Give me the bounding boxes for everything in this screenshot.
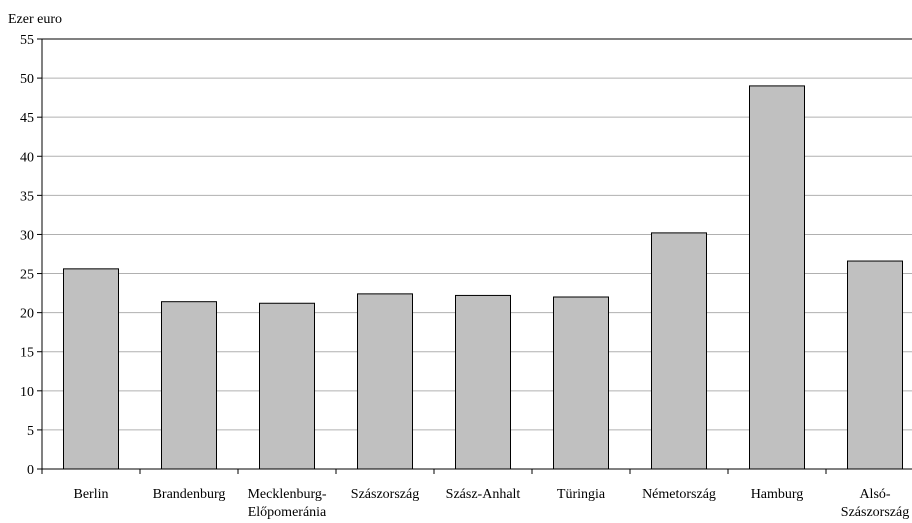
category-label: Németország bbox=[642, 487, 716, 502]
y-tick-label: 5 bbox=[27, 424, 34, 439]
bar bbox=[455, 294, 511, 470]
y-tick-label: 20 bbox=[20, 307, 34, 322]
category-label: Alsó- Szászország bbox=[841, 487, 909, 520]
bar bbox=[749, 85, 805, 470]
bar bbox=[357, 293, 413, 470]
y-tick-label: 15 bbox=[20, 346, 34, 361]
category-label: Berlin bbox=[74, 487, 109, 502]
category-label-line: Szászország bbox=[841, 505, 909, 520]
category-label-line: Hamburg bbox=[751, 487, 804, 502]
labels: 0 5 10 15 20 25 30 35 40 45 50 55 Berlin Brandenburg M… bbox=[20, 33, 909, 520]
category-label-line: Mecklenburg- bbox=[247, 487, 326, 502]
axes bbox=[37, 38, 912, 474]
y-axis-unit-label: Ezer euro bbox=[8, 12, 62, 27]
y-tick-label: 30 bbox=[20, 228, 34, 243]
category-label: Mecklenburg- Előpomeránia bbox=[247, 487, 327, 520]
bar bbox=[63, 268, 119, 470]
bar bbox=[847, 260, 903, 470]
bar bbox=[161, 301, 217, 470]
category-label: Hamburg bbox=[751, 487, 804, 502]
category-label: Szász-Anhalt bbox=[446, 487, 521, 502]
category-label: Türingia bbox=[557, 487, 606, 502]
y-tick-label: 0 bbox=[27, 463, 34, 478]
bar bbox=[651, 232, 707, 470]
category-label-line: Brandenburg bbox=[153, 487, 226, 502]
category-label-line: Szászország bbox=[351, 487, 419, 502]
category-label: Szászország bbox=[351, 487, 419, 502]
y-tick-label: 50 bbox=[20, 72, 34, 87]
bars bbox=[63, 85, 903, 470]
y-tick-label: 35 bbox=[20, 189, 34, 204]
category-label-line: Alsó- bbox=[859, 487, 890, 502]
y-tick-label: 25 bbox=[20, 268, 34, 283]
y-tick-label: 10 bbox=[20, 385, 34, 400]
y-tick-label: 40 bbox=[20, 150, 34, 165]
category-label-line: Előpomeránia bbox=[248, 505, 327, 520]
bar bbox=[259, 302, 315, 470]
category-label-line: Türingia bbox=[557, 487, 606, 502]
category-label: Brandenburg bbox=[153, 487, 226, 502]
category-label-line: Berlin bbox=[74, 487, 109, 502]
y-tick-label: 45 bbox=[20, 111, 34, 126]
category-label-line: Szász-Anhalt bbox=[446, 487, 521, 502]
category-label-line: Németország bbox=[642, 487, 716, 502]
bar bbox=[553, 296, 609, 470]
y-tick-label: 55 bbox=[20, 33, 34, 48]
